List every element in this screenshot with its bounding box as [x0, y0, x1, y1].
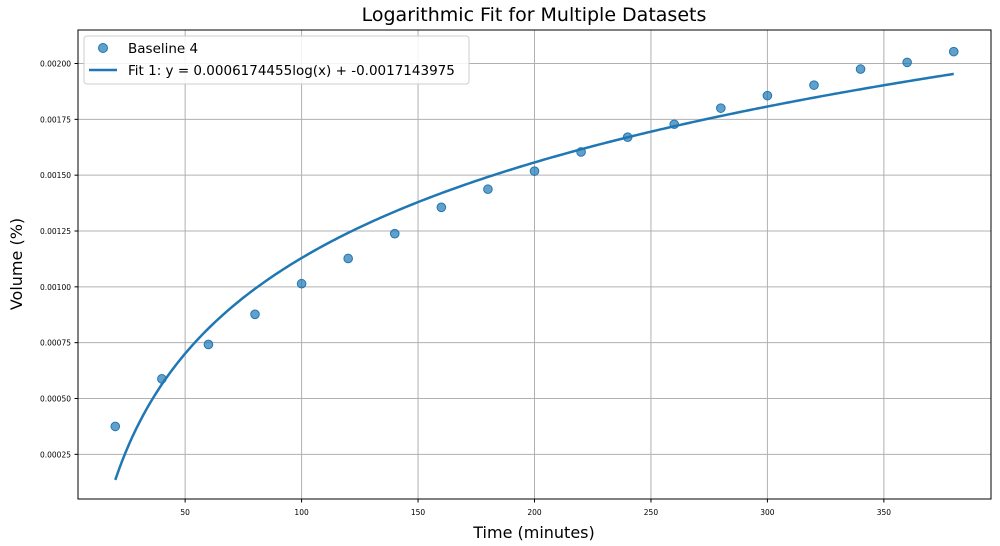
- plot-points: [110, 46, 959, 432]
- y-tick-label: 0.00150: [40, 171, 71, 180]
- fit-line: [114, 72, 954, 481]
- y-tick-label: 0.00175: [40, 115, 71, 124]
- data-point: [809, 80, 819, 90]
- x-tick-label: 250: [644, 508, 659, 517]
- data-point: [296, 278, 307, 289]
- data-point: [716, 103, 726, 113]
- y-axis-ticks: 0.00025 0.00050 0.00075 0.00100 0.00125 0.001…: [40, 60, 78, 459]
- data-point: [762, 90, 773, 101]
- x-tick-label: 150: [411, 508, 426, 517]
- data-point: [157, 374, 167, 384]
- x-tick-label: 300: [760, 508, 775, 517]
- data-point: [669, 119, 680, 130]
- legend-box: [83, 35, 470, 85]
- data-point: [250, 309, 260, 320]
- data-point: [622, 132, 633, 142]
- y-tick-label: 0.00200: [40, 60, 71, 69]
- legend-marker-scatter: [98, 43, 108, 53]
- y-tick-label: 0.00100: [40, 283, 71, 292]
- y-tick-label: 0.00075: [40, 339, 71, 348]
- y-axis-label: Volume (%): [7, 218, 26, 310]
- data-point: [529, 166, 540, 176]
- y-tick-label: 0.00050: [40, 395, 71, 404]
- legend-label-series-2: Fit 1: y = 0.0006174455log(x) + -0.00171…: [128, 63, 455, 79]
- x-tick-label: 350: [877, 508, 892, 517]
- data-point: [343, 253, 353, 264]
- y-tick-label: 0.00025: [40, 450, 71, 459]
- data-point: [436, 202, 447, 213]
- x-tick-label: 100: [294, 508, 309, 517]
- data-point: [110, 421, 121, 432]
- data-point: [483, 184, 493, 195]
- legend-label-series-1: Baseline 4: [128, 41, 198, 57]
- x-axis-ticks: 50 100 150 200 250 300 350: [180, 499, 891, 517]
- data-point: [855, 64, 866, 74]
- data-point: [948, 46, 959, 57]
- y-tick-label: 0.00125: [40, 227, 71, 236]
- x-axis-label: Time (minutes): [472, 523, 595, 542]
- x-tick-label: 200: [527, 508, 542, 517]
- data-point: [576, 147, 586, 157]
- grid: [78, 30, 991, 499]
- x-tick-label: 50: [180, 508, 190, 517]
- data-point: [902, 57, 912, 68]
- plot-lines: [114, 72, 954, 481]
- chart-title: Logarithmic Fit for Multiple Datasets: [362, 4, 707, 26]
- data-point: [203, 339, 214, 350]
- data-point: [389, 228, 400, 239]
- legend: Baseline 4 Fit 1: y = 0.0006174455log(x)…: [83, 35, 470, 85]
